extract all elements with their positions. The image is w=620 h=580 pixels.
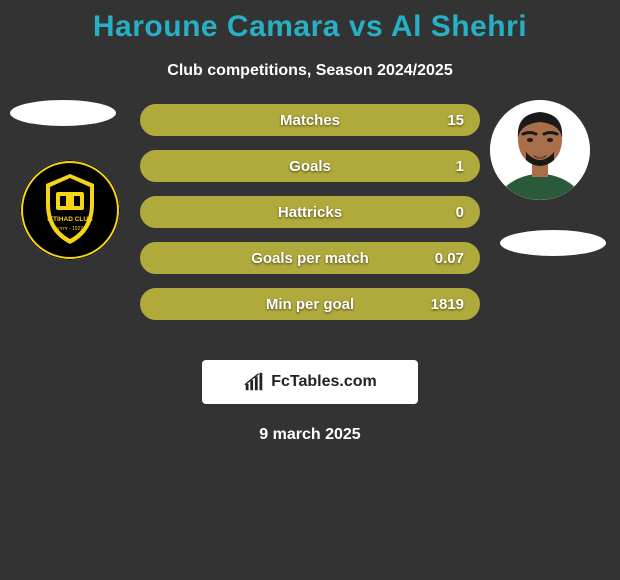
page-title: Haroune Camara vs Al Shehri [0,0,620,44]
stat-value: 1819 [431,296,464,313]
stat-label: Min per goal [266,296,354,313]
stat-value: 15 [447,112,464,129]
stat-value: 0.07 [435,250,464,267]
subtitle: Club competitions, Season 2024/2025 [0,62,620,80]
left-player-badge: iTTIHAD CLUB ١٩٢٧ - 1927 [20,160,120,260]
right-player-avatar [490,100,590,200]
stat-row: Min per goal 1819 [140,288,480,320]
svg-text:iTTIHAD CLUB: iTTIHAD CLUB [47,216,93,223]
stat-row: Matches 15 [140,104,480,136]
brand-label: FcTables.com [271,373,377,391]
brand-box[interactable]: FcTables.com [202,360,418,404]
comparison-area: iTTIHAD CLUB ١٩٢٧ - 1927 Matches 15 Goals 1… [0,100,620,350]
right-player-pill [500,230,606,256]
stat-row: Goals per match 0.07 [140,242,480,274]
stat-label: Goals [289,158,331,175]
stat-label: Hattricks [278,204,342,221]
date-label: 9 march 2025 [0,426,620,444]
stat-value: 0 [456,204,464,221]
stat-label: Matches [280,112,340,129]
stat-label: Goals per match [251,250,369,267]
left-player-column: iTTIHAD CLUB ١٩٢٧ - 1927 [10,100,130,350]
right-player-column [490,100,610,350]
stat-row: Goals 1 [140,150,480,182]
svg-text:١٩٢٧ - 1927: ١٩٢٧ - 1927 [57,226,84,232]
left-player-pill [10,100,116,126]
stat-value: 1 [456,158,464,175]
chart-icon [243,371,265,393]
person-placeholder-icon [490,100,590,200]
stats-table: Matches 15 Goals 1 Hattricks 0 Goals per match… [140,104,480,334]
ittihad-badge-icon: iTTIHAD CLUB ١٩٢٧ - 1927 [20,160,120,260]
stat-row: Hattricks 0 [140,196,480,228]
